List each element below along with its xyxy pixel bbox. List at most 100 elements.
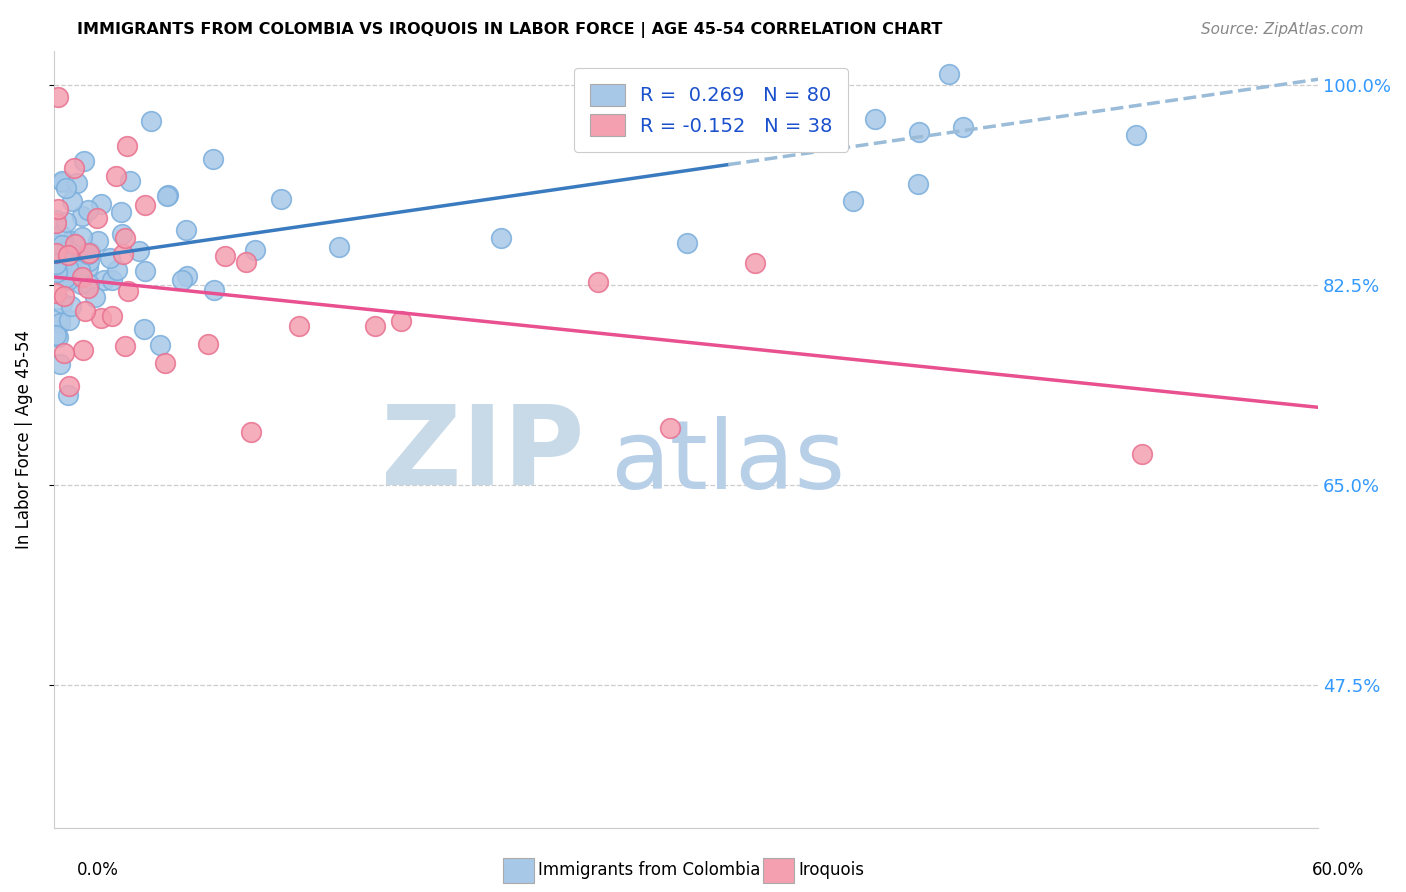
- Point: [114, 231, 136, 245]
- Point: [53, 271, 76, 285]
- Point: [46, 330, 69, 344]
- Point: [235, 254, 257, 268]
- Point: [1130, 447, 1153, 461]
- Point: [270, 192, 292, 206]
- Point: [60, 234, 83, 248]
- Point: [45, 245, 67, 260]
- Point: [79, 245, 101, 260]
- Point: [170, 273, 193, 287]
- Point: [112, 247, 135, 261]
- Point: [908, 125, 931, 139]
- Point: [128, 244, 150, 259]
- Point: [56, 388, 79, 402]
- Point: [52, 289, 75, 303]
- Point: [100, 309, 122, 323]
- Point: [364, 318, 387, 333]
- Point: [86, 211, 108, 225]
- Point: [101, 273, 124, 287]
- Point: [63, 237, 86, 252]
- Point: [45, 285, 67, 300]
- Point: [65, 247, 87, 261]
- Point: [55, 215, 77, 229]
- Point: [90, 310, 112, 325]
- Point: [288, 318, 311, 333]
- Point: [389, 314, 412, 328]
- Text: atlas: atlas: [610, 417, 845, 509]
- Point: [51, 173, 73, 187]
- Point: [48, 254, 70, 268]
- Point: [70, 209, 93, 223]
- Point: [56, 268, 79, 283]
- Point: [59, 300, 82, 314]
- Point: [586, 275, 609, 289]
- Point: [117, 284, 139, 298]
- Point: [51, 295, 73, 310]
- Point: [77, 247, 100, 261]
- Text: 0.0%: 0.0%: [77, 861, 120, 879]
- Text: Iroquois: Iroquois: [799, 861, 865, 879]
- Point: [842, 194, 865, 209]
- Point: [134, 263, 156, 277]
- Point: [245, 243, 267, 257]
- Text: IMMIGRANTS FROM COLOMBIA VS IROQUOIS IN LABOR FORCE | AGE 45-54 CORRELATION CHAR: IMMIGRANTS FROM COLOMBIA VS IROQUOIS IN …: [77, 22, 942, 38]
- Point: [45, 250, 67, 264]
- Point: [176, 223, 198, 237]
- Point: [93, 272, 115, 286]
- Point: [62, 194, 84, 208]
- Legend: R =  0.269   N = 80, R = -0.152   N = 38: R = 0.269 N = 80, R = -0.152 N = 38: [574, 68, 848, 152]
- Point: [72, 343, 94, 358]
- Point: [202, 153, 225, 167]
- Point: [45, 327, 67, 342]
- Point: [938, 66, 960, 80]
- Point: [202, 283, 225, 297]
- Point: [58, 378, 80, 392]
- Point: [45, 216, 67, 230]
- Point: [55, 181, 77, 195]
- Point: [239, 425, 262, 439]
- Point: [744, 256, 766, 270]
- Point: [149, 338, 172, 352]
- Point: [58, 313, 80, 327]
- Text: Immigrants from Colombia: Immigrants from Colombia: [538, 861, 761, 879]
- Point: [907, 178, 929, 192]
- Point: [328, 240, 350, 254]
- Point: [49, 227, 72, 242]
- Text: ZIP: ZIP: [381, 401, 585, 508]
- Point: [73, 153, 96, 168]
- Point: [66, 176, 89, 190]
- Point: [77, 260, 100, 274]
- Point: [214, 249, 236, 263]
- Point: [176, 269, 198, 284]
- Point: [132, 322, 155, 336]
- Point: [45, 213, 67, 227]
- Point: [114, 338, 136, 352]
- Point: [46, 202, 69, 216]
- Point: [110, 227, 132, 241]
- Point: [62, 161, 84, 176]
- Point: [117, 138, 139, 153]
- Point: [69, 263, 91, 277]
- Point: [77, 253, 100, 268]
- Y-axis label: In Labor Force | Age 45-54: In Labor Force | Age 45-54: [15, 330, 32, 549]
- Text: 60.0%: 60.0%: [1312, 861, 1364, 879]
- Point: [56, 273, 79, 287]
- Point: [49, 311, 72, 326]
- Point: [100, 251, 122, 265]
- Point: [56, 261, 79, 276]
- Point: [70, 269, 93, 284]
- Point: [56, 264, 79, 278]
- Point: [77, 246, 100, 260]
- Point: [70, 277, 93, 291]
- Text: Source: ZipAtlas.com: Source: ZipAtlas.com: [1201, 22, 1364, 37]
- Point: [84, 290, 107, 304]
- Point: [51, 238, 73, 252]
- Point: [58, 248, 80, 262]
- Point: [76, 203, 98, 218]
- Point: [45, 257, 67, 271]
- Point: [865, 112, 887, 126]
- Point: [105, 263, 128, 277]
- Point: [45, 238, 67, 252]
- Point: [155, 356, 177, 370]
- Point: [70, 230, 93, 244]
- Point: [86, 234, 108, 248]
